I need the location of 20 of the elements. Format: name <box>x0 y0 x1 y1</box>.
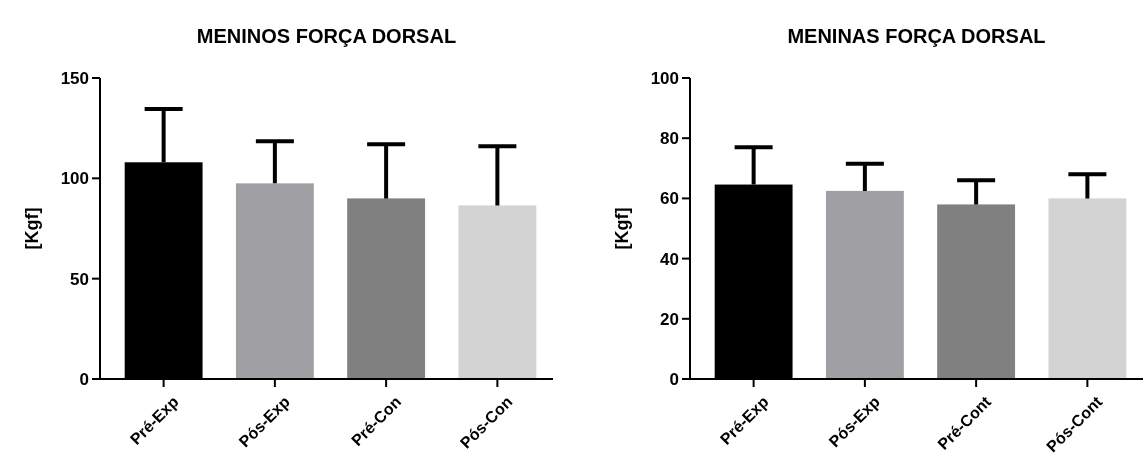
y-axis-title: [Kgf] <box>22 207 42 250</box>
bar <box>347 198 426 379</box>
y-tick-label: 0 <box>79 369 89 389</box>
y-tick-label: 100 <box>650 68 679 88</box>
y-tick-label: 150 <box>60 68 89 88</box>
y-tick-label: 50 <box>70 269 89 289</box>
y-tick-label: 0 <box>669 369 679 389</box>
bar <box>937 204 1016 379</box>
chart-title: MENINAS FORÇA DORSAL <box>787 25 1046 47</box>
y-axis-title: [Kgf] <box>612 207 632 250</box>
y-tick-label: 100 <box>60 169 89 189</box>
y-tick-label: 20 <box>660 309 679 329</box>
y-tick-label: 40 <box>660 249 679 269</box>
bar <box>458 205 537 379</box>
bar <box>235 183 314 379</box>
y-tick-label: 60 <box>660 189 679 209</box>
chart-title: MENINOS FORÇA DORSAL <box>196 25 457 47</box>
y-tick-label: 80 <box>660 129 679 149</box>
bar <box>1048 198 1127 379</box>
bar <box>825 190 904 379</box>
